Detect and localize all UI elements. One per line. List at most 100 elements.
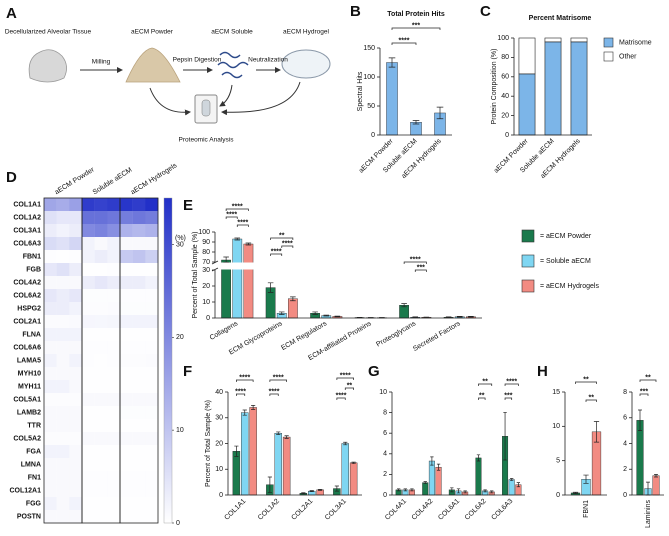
heatmap-cell xyxy=(120,419,133,433)
row-label: COL1A1 xyxy=(13,201,41,208)
significance-label: **** xyxy=(273,374,284,381)
heatmap-cell xyxy=(82,315,95,329)
heatmap-cell xyxy=(120,276,133,290)
heatmap-cell xyxy=(94,497,108,511)
heatmap-cell xyxy=(120,497,133,511)
heatmap-cell xyxy=(44,237,57,251)
error-bar xyxy=(334,315,341,318)
row-label: COL6A3 xyxy=(13,240,41,247)
heatmap-cell xyxy=(132,250,146,264)
heatmap-cell xyxy=(94,458,108,472)
error-bar xyxy=(410,488,414,492)
heatmap-cell xyxy=(82,380,95,394)
heatmap-cell xyxy=(94,302,108,316)
error-bar xyxy=(593,421,600,443)
heatmap-cell xyxy=(44,198,57,212)
heatmap-cell xyxy=(82,497,95,511)
heatmap-cell xyxy=(56,328,70,342)
y-tick-label: 40 xyxy=(501,93,509,100)
heatmap-cell xyxy=(107,328,121,342)
heatmap-cell xyxy=(120,328,133,342)
heatmap-cell xyxy=(107,367,121,381)
significance-bracket xyxy=(269,379,287,382)
heatmap-cell xyxy=(145,406,159,420)
heatmap-cell xyxy=(44,302,57,316)
process-label: Milling xyxy=(92,59,111,66)
y-tick-label: 70 xyxy=(202,259,210,266)
heatmap-cell xyxy=(56,471,70,485)
heatmap-cell xyxy=(145,224,159,238)
error-bar xyxy=(583,474,589,484)
x-tick-label: COL6A1 xyxy=(437,498,461,522)
x-tick-label: COL6A2 xyxy=(464,498,488,522)
heatmap-cell xyxy=(94,393,108,407)
y-tick-label: 150 xyxy=(363,45,375,52)
heatmap-cell xyxy=(145,445,159,459)
x-tick-label: COL4A2 xyxy=(411,498,435,522)
heatmap-cell xyxy=(120,458,133,472)
heatmap-cell xyxy=(107,263,121,277)
x-tick-label: COL3A1 xyxy=(324,498,348,522)
heatmap-cell xyxy=(44,250,57,264)
y-tick-label: 0 xyxy=(505,132,509,139)
arrow xyxy=(219,84,233,107)
significance-label: *** xyxy=(417,264,425,271)
error-bar xyxy=(638,409,642,431)
error-bar xyxy=(245,242,252,246)
heatmap-cell xyxy=(107,354,121,368)
y-tick-label: 90 xyxy=(202,239,210,246)
chart-title: Percent Matrisome xyxy=(529,15,592,22)
heatmap-cell xyxy=(94,471,108,485)
heatmap-cell xyxy=(69,315,83,329)
row-label: POSTN xyxy=(17,513,41,520)
heatmap-cell xyxy=(82,432,95,446)
bar xyxy=(282,436,291,496)
x-tick-label: Secreted Factors xyxy=(412,320,462,353)
heatmap-cell xyxy=(82,250,95,264)
heatmap-cell xyxy=(56,354,70,368)
heatmap-cell xyxy=(82,341,95,355)
y-tick-label: 15 xyxy=(552,389,560,396)
column-label: aECM Hydrogels xyxy=(130,162,179,196)
heatmap-cell xyxy=(120,237,133,251)
heatmap-cell xyxy=(120,315,133,329)
heatmap-cell xyxy=(145,276,159,290)
heatmap-cell xyxy=(44,445,57,459)
heatmap-cell xyxy=(132,419,146,433)
row-label: LMNA xyxy=(21,461,41,468)
row-label: FGB xyxy=(26,266,41,273)
significance-bracket xyxy=(585,399,597,402)
heatmap-cell xyxy=(82,276,95,290)
row-label: TTR xyxy=(27,422,41,429)
heatmap-cell xyxy=(145,380,159,394)
y-tick-label: 80 xyxy=(202,249,210,256)
x-tick-label: Proteoglycans xyxy=(375,320,417,348)
x-tick-label: Laminins xyxy=(645,500,652,529)
error-bar xyxy=(572,491,579,494)
y-tick-label: 0 xyxy=(383,492,387,499)
error-bar xyxy=(267,282,274,293)
bar xyxy=(241,412,249,496)
row-label: LAMB2 xyxy=(17,409,41,416)
axis-line xyxy=(214,232,482,319)
heatmap-cell xyxy=(132,380,146,394)
significance-label: *** xyxy=(640,388,648,395)
bar-segment xyxy=(570,37,588,43)
y-tick-label: 10 xyxy=(215,466,223,473)
heatmap-cell xyxy=(56,237,70,251)
significance-bracket xyxy=(639,379,657,382)
error-bar xyxy=(290,296,296,302)
heatmap-cell xyxy=(145,328,159,342)
significance-label: **** xyxy=(237,219,248,226)
y-tick-label: 20 xyxy=(501,112,509,119)
error-bar xyxy=(436,106,444,120)
heatmap-cell xyxy=(94,198,108,212)
heatmap-cell xyxy=(69,328,83,342)
heatmap-cell xyxy=(44,458,57,472)
significance-bracket xyxy=(225,216,238,219)
y-tick-label: 30 xyxy=(215,415,223,422)
significance-bracket xyxy=(504,383,519,386)
heatmap-cell xyxy=(69,367,83,381)
y-axis-label: Protein Composition (%) xyxy=(491,49,498,125)
